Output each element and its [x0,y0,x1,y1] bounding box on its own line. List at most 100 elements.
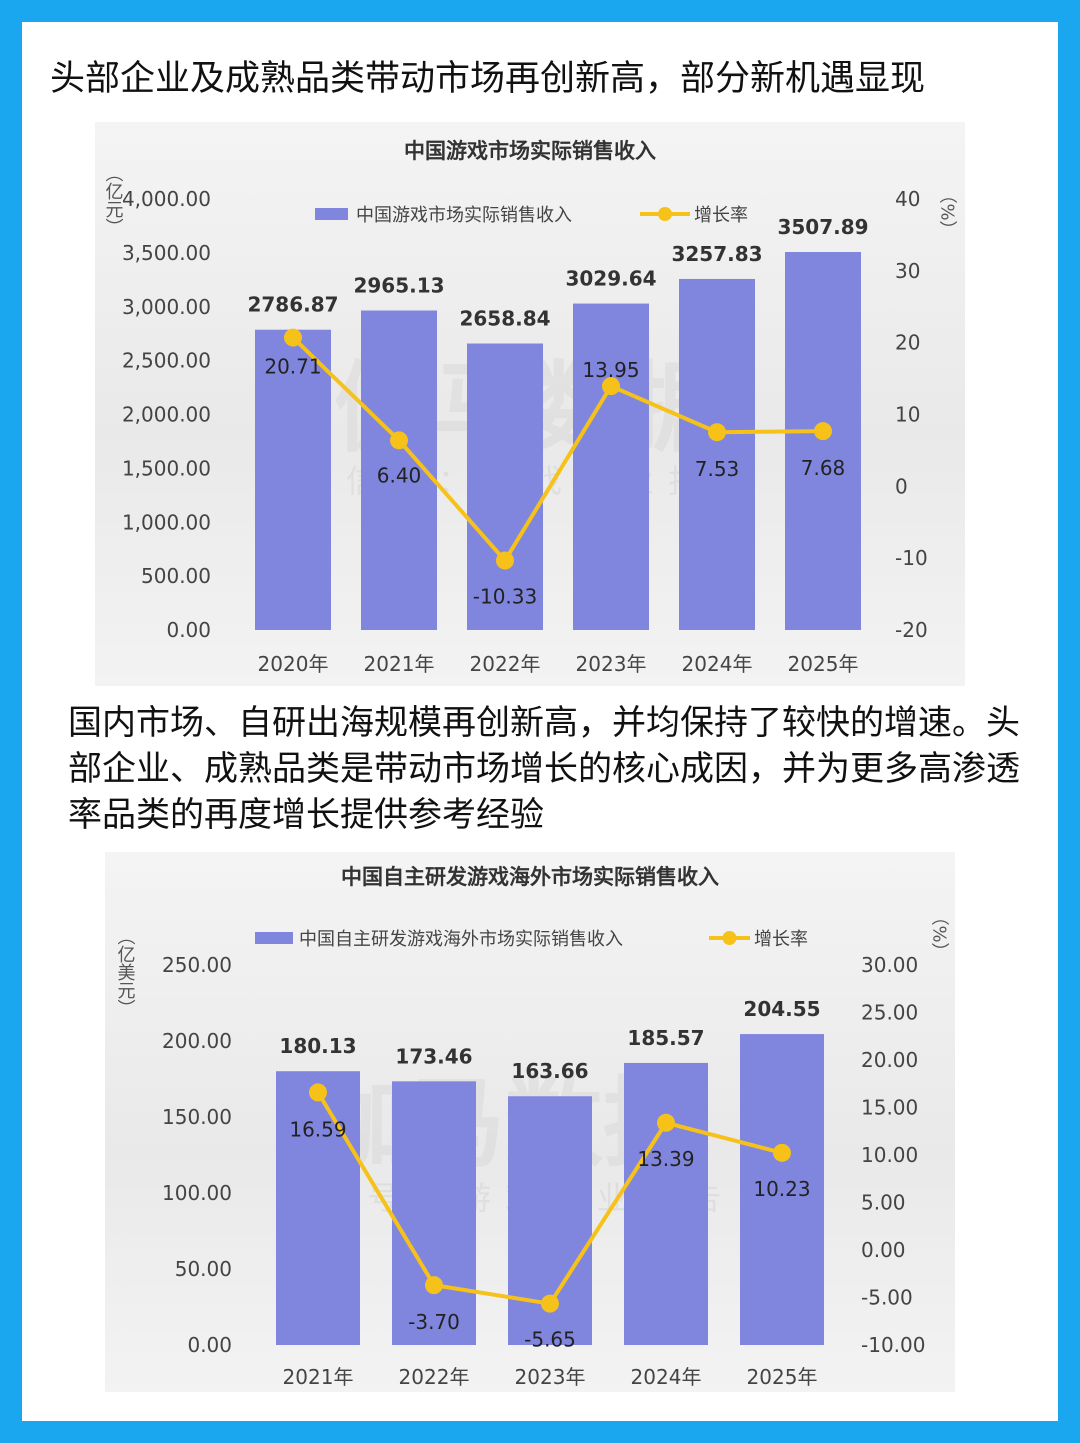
y-right-tick-label: 10.00 [861,1143,918,1167]
y-left-tick-label: 0.00 [166,618,211,642]
x-tick-label: 2020年 [258,652,329,676]
y-left-tick-label: 4,000.00 [122,187,211,211]
x-tick-label: 2024年 [682,652,753,676]
growth-rate-label: -10.33 [473,585,537,609]
bar [255,329,331,630]
y-right-tick-label: 5.00 [861,1191,906,1215]
chart-overseas-revenue: 伽马数据 微信号：游戏产业报告 中国自主研发游戏海外市场实际销售收入 中国自主研发游戏… [105,852,955,1392]
growth-rate-point [496,551,514,570]
y-left-tick-label: 150.00 [162,1105,232,1129]
x-tick-label: 2021年 [364,652,435,676]
growth-rate-label: -5.65 [524,1328,576,1352]
y-right-tick-label: 20.00 [861,1048,918,1072]
x-tick-label: 2022年 [470,652,541,676]
y-left-tick-label: 3,500.00 [122,241,211,265]
legend-line-marker [722,931,737,945]
growth-rate-label: 16.59 [289,1117,346,1141]
growth-rate-label: 10.23 [753,1177,810,1201]
y-right-tick-label: 40 [895,187,920,211]
y-right-unit-label: （%） [937,185,958,238]
y-right-tick-label: 0 [895,474,908,498]
y-left-tick-label: 100.00 [162,1181,232,1205]
growth-rate-line [291,336,824,563]
y-right-unit-label: （%） [929,907,950,960]
y-left-tick-label: 3,000.00 [122,295,211,319]
y-right-tick-label: -10 [895,546,928,570]
bar-value-label: 163.66 [511,1059,588,1083]
bar [679,278,755,630]
y-right-tick-label: 10 [895,403,920,427]
bar [740,1034,824,1345]
legend-bar-swatch [315,208,348,220]
bar-value-label: 3257.83 [671,242,762,266]
y-right-tick-label: 0.00 [861,1238,906,1262]
bar [573,303,649,630]
x-tick-label: 2023年 [576,652,647,676]
growth-rate-point [541,1294,559,1313]
y-right-tick-label: 15.00 [861,1096,918,1120]
y-left-tick-label: 2,500.00 [122,349,211,373]
y-right-tick-label: -20 [895,618,928,642]
bar-value-label: 173.46 [395,1044,472,1068]
bar [785,252,861,631]
bar-value-label: 3029.64 [565,267,656,291]
y-left-tick-label: 1,500.00 [122,456,211,480]
bar [392,1081,476,1345]
growth-rate-point [657,1113,675,1132]
growth-rate-label: 13.39 [637,1147,694,1171]
legend-bar-label: 中国游戏市场实际销售收入 [356,205,572,226]
growth-rate-label: 7.68 [801,456,846,480]
y-right-tick-label: 25.00 [861,1001,918,1025]
growth-rate-point [602,377,620,396]
bar [467,343,543,630]
legend-bar-label: 中国自主研发游戏海外市场实际销售收入 [299,929,623,950]
growth-rate-label: 7.53 [695,457,740,481]
y-right-tick-label: -5.00 [861,1286,913,1310]
y-right-tick-label: -10.00 [861,1333,925,1357]
growth-rate-point [773,1143,791,1162]
x-tick-label: 2025年 [788,652,859,676]
growth-rate-label: 13.95 [582,358,639,382]
y-left-tick-label: 250.00 [162,953,232,977]
bar-value-label: 2786.87 [247,293,338,317]
bar-value-label: 2965.13 [353,274,444,298]
body-paragraph: 国内市场、自研出海规模再创新高，并均保持了较快的增速。头部企业、成熟品类是带动市… [68,703,1020,835]
bar [276,1071,360,1345]
x-tick-label: 2022年 [399,1365,470,1389]
y-left-tick-label: 1,000.00 [122,510,211,534]
growth-rate-point [390,431,408,450]
bar-value-label: 185.57 [627,1026,704,1050]
chart-overseas-revenue-svg: 伽马数据微信号：游戏产业报告中国自主研发游戏海外市场实际销售收入中国自主研发游戏… [115,865,950,1389]
y-right-tick-label: 20 [895,331,920,355]
x-tick-label: 2024年 [631,1365,702,1389]
x-tick-label: 2025年 [747,1365,818,1389]
y-left-tick-label: 2,000.00 [122,403,211,427]
bar [624,1062,708,1345]
y-left-unit-label: （亿元） [103,164,124,236]
growth-rate-point [284,328,302,347]
growth-rate-label: 20.71 [264,355,321,379]
growth-rate-label: 6.40 [377,463,422,487]
y-left-unit-label: （亿美元） [115,927,136,1017]
bar-value-label: 204.55 [743,997,820,1021]
y-right-tick-label: 30.00 [861,953,918,977]
chart-title: 中国自主研发游戏海外市场实际销售收入 [341,865,719,889]
chart-title: 中国游戏市场实际销售收入 [404,139,656,163]
x-tick-label: 2023年 [515,1365,586,1389]
chart-domestic-revenue-svg: 伽马数据微信号：游戏产业报告中国游戏市场实际销售收入中国游戏市场实际销售收入增长… [103,139,958,676]
y-left-tick-label: 500.00 [141,564,211,588]
x-tick-label: 2021年 [283,1365,354,1389]
growth-rate-label: -3.70 [408,1310,460,1334]
y-right-tick-label: 30 [895,259,920,283]
bar-value-label: 3507.89 [777,215,868,239]
y-left-tick-label: 0.00 [187,1333,232,1357]
legend-line-label: 增长率 [694,205,748,226]
bar-value-label: 2658.84 [459,307,550,331]
legend-line-marker [658,207,672,221]
legend-bar-swatch [255,932,293,944]
growth-rate-point [708,423,726,442]
legend-line-label: 增长率 [754,929,808,950]
y-left-tick-label: 200.00 [162,1029,232,1053]
y-left-tick-label: 50.00 [175,1257,232,1281]
chart-domestic-revenue: 伽马数据微信号：游戏产业报告中国游戏市场实际销售收入中国游戏市场实际销售收入增长… [95,122,965,686]
